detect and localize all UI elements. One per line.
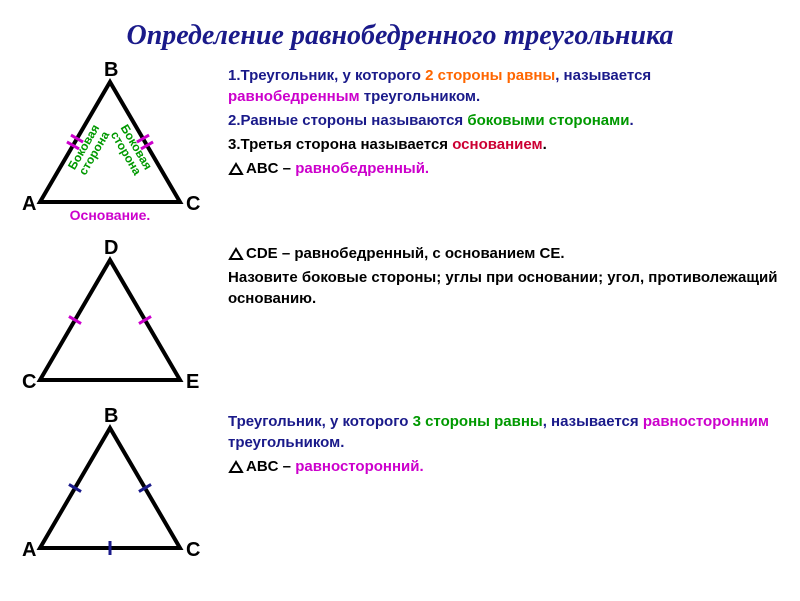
svg-text:A: A [22,539,36,561]
svg-text:B: B [104,408,118,427]
definitions-block-1: 1.Треугольник, у которого 2 стороны равн… [220,62,780,182]
svg-text:A: A [22,193,36,215]
svg-text:B: B [104,62,118,81]
definitions-block-2: CDE – равнобедренный, с основанием CE.На… [220,240,780,312]
row-2: C D E CDE – равнобедренный, с основанием C… [20,240,780,400]
svg-text:D: D [104,240,118,259]
svg-text:C: C [186,193,200,215]
triangle-abc-isosceles: ABCБоковаясторонаБоковаясторонаОснование… [20,62,220,232]
page-title: Определение равнобедренного треугольника [20,20,780,52]
svg-text:E: E [186,371,199,393]
triangle-abc-equilateral: A B C [20,408,220,573]
svg-text:C: C [22,371,36,393]
triangle-cde: C D E [20,240,220,400]
svg-text:C: C [186,539,200,561]
row-1: ABCБоковаясторонаБоковаясторонаОснование… [20,62,780,232]
svg-text:Основание.: Основание. [70,207,151,223]
definitions-block-3: Треугольник, у которого 3 стороны равны,… [220,408,780,480]
row-3: A B C Треугольник, у которого 3 стороны ра… [20,408,780,573]
